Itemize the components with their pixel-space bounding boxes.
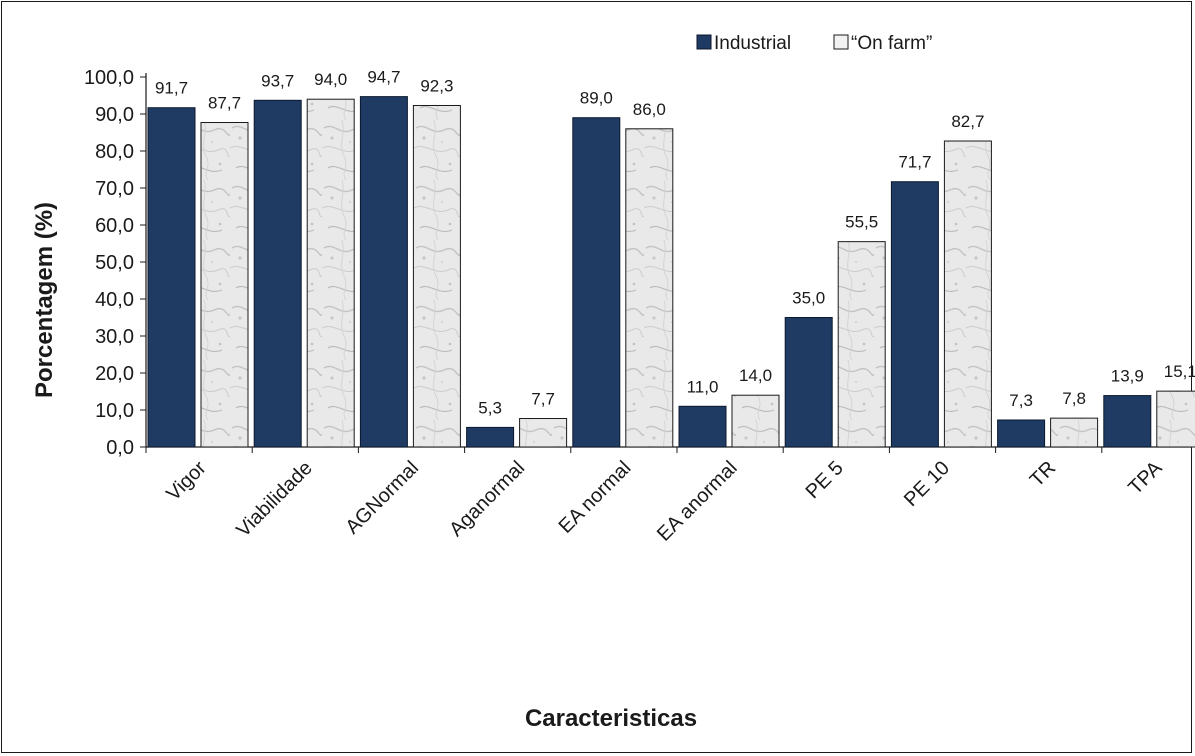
x-tick-label: EA anormal bbox=[653, 457, 742, 546]
y-tick-label: 40,0 bbox=[95, 289, 134, 311]
data-label-industrial: 7,3 bbox=[1009, 391, 1033, 410]
legend-swatch-on-farm bbox=[833, 34, 849, 50]
bar-industrial bbox=[997, 419, 1046, 448]
bar-on-farm bbox=[519, 418, 568, 448]
bar-industrial bbox=[147, 107, 196, 448]
x-tick-label: EA normal bbox=[555, 457, 636, 538]
y-axis-title: Porcentagem (%) bbox=[31, 202, 58, 398]
x-axis: Vigor Viabilidade AGNormal Aganormal EA norm… bbox=[145, 446, 1192, 546]
x-tick-label: TPA bbox=[1124, 457, 1166, 499]
y-tick-label: 60,0 bbox=[95, 215, 134, 237]
y-tick-label: 100,0 bbox=[84, 67, 134, 89]
legend-swatch-industrial bbox=[696, 34, 712, 50]
y-tick-label: 0,0 bbox=[106, 437, 134, 459]
x-tick-label: TR bbox=[1026, 457, 1060, 491]
x-tick-label: PE 10 bbox=[900, 457, 954, 511]
bar-on-farm bbox=[625, 128, 674, 448]
x-tick-label: Viabilidade bbox=[232, 457, 316, 541]
y-tick-label: 90,0 bbox=[95, 104, 134, 126]
bar-industrial bbox=[466, 426, 515, 448]
y-tick-label: 20,0 bbox=[95, 363, 134, 385]
data-label-industrial: 94,7 bbox=[367, 68, 400, 87]
data-label-on-farm: 14,0 bbox=[739, 366, 772, 385]
x-tick-label: Aganormal bbox=[445, 457, 529, 541]
bar-on-farm bbox=[731, 394, 780, 448]
data-label-on-farm: 86,0 bbox=[633, 100, 666, 119]
bar-industrial bbox=[1103, 395, 1152, 448]
bar-industrial bbox=[572, 117, 621, 448]
y-tick-label: 50,0 bbox=[95, 252, 134, 274]
bar-on-farm bbox=[1156, 390, 1195, 448]
bar-industrial bbox=[359, 96, 408, 448]
data-label-industrial: 5,3 bbox=[478, 398, 502, 417]
bar-industrial bbox=[253, 99, 302, 448]
x-tick-label: AGNormal bbox=[341, 457, 423, 539]
data-label-on-farm: 92,3 bbox=[420, 76, 453, 95]
x-axis-title: Caracteristicas bbox=[525, 705, 697, 732]
data-label-industrial: 71,7 bbox=[898, 153, 931, 172]
data-label-on-farm: 7,8 bbox=[1062, 389, 1086, 408]
x-tick-label: PE 5 bbox=[802, 457, 848, 503]
data-label-on-farm: 87,7 bbox=[208, 94, 241, 113]
y-tick-label: 10,0 bbox=[95, 400, 134, 422]
bars bbox=[147, 96, 1195, 448]
data-label-on-farm: 15,1 bbox=[1164, 362, 1195, 381]
data-label-on-farm: 94,0 bbox=[314, 70, 347, 89]
data-label-industrial: 89,0 bbox=[580, 89, 613, 108]
bar-industrial bbox=[890, 181, 939, 448]
data-label-industrial: 91,7 bbox=[155, 79, 188, 98]
legend: Industrial “On farm” bbox=[696, 33, 932, 54]
data-label-industrial: 11,0 bbox=[687, 377, 719, 396]
legend-label-on-farm: “On farm” bbox=[851, 33, 932, 54]
data-labels: 91,7 87,7 93,7 94,0 94,7 92,3 5,3 7,7 89,0 86,0 11… bbox=[155, 68, 1195, 418]
bar-industrial bbox=[678, 405, 727, 448]
data-label-on-farm: 82,7 bbox=[951, 112, 984, 131]
bar-on-farm bbox=[1050, 417, 1099, 448]
x-tick-label: Vigor bbox=[162, 457, 211, 506]
bar-on-farm bbox=[200, 122, 249, 448]
bar-on-farm bbox=[306, 98, 355, 448]
bar-on-farm bbox=[943, 140, 992, 448]
data-label-industrial: 93,7 bbox=[261, 71, 294, 90]
y-tick-label: 70,0 bbox=[95, 178, 134, 200]
bar-industrial bbox=[784, 317, 833, 448]
data-label-industrial: 35,0 bbox=[792, 289, 825, 308]
legend-label-industrial: Industrial bbox=[714, 33, 791, 54]
data-label-industrial: 13,9 bbox=[1111, 367, 1144, 386]
data-label-on-farm: 7,7 bbox=[531, 390, 555, 409]
y-tick-label: 30,0 bbox=[95, 326, 134, 348]
y-axis: 0,0 10,0 20,0 30,0 40,0 50,0 60,0 70,0 80,0 90,0 1… bbox=[84, 67, 147, 459]
bar-on-farm bbox=[412, 104, 461, 448]
y-tick-label: 80,0 bbox=[95, 141, 134, 163]
data-label-on-farm: 55,5 bbox=[845, 213, 878, 232]
bar-on-farm bbox=[837, 241, 886, 448]
